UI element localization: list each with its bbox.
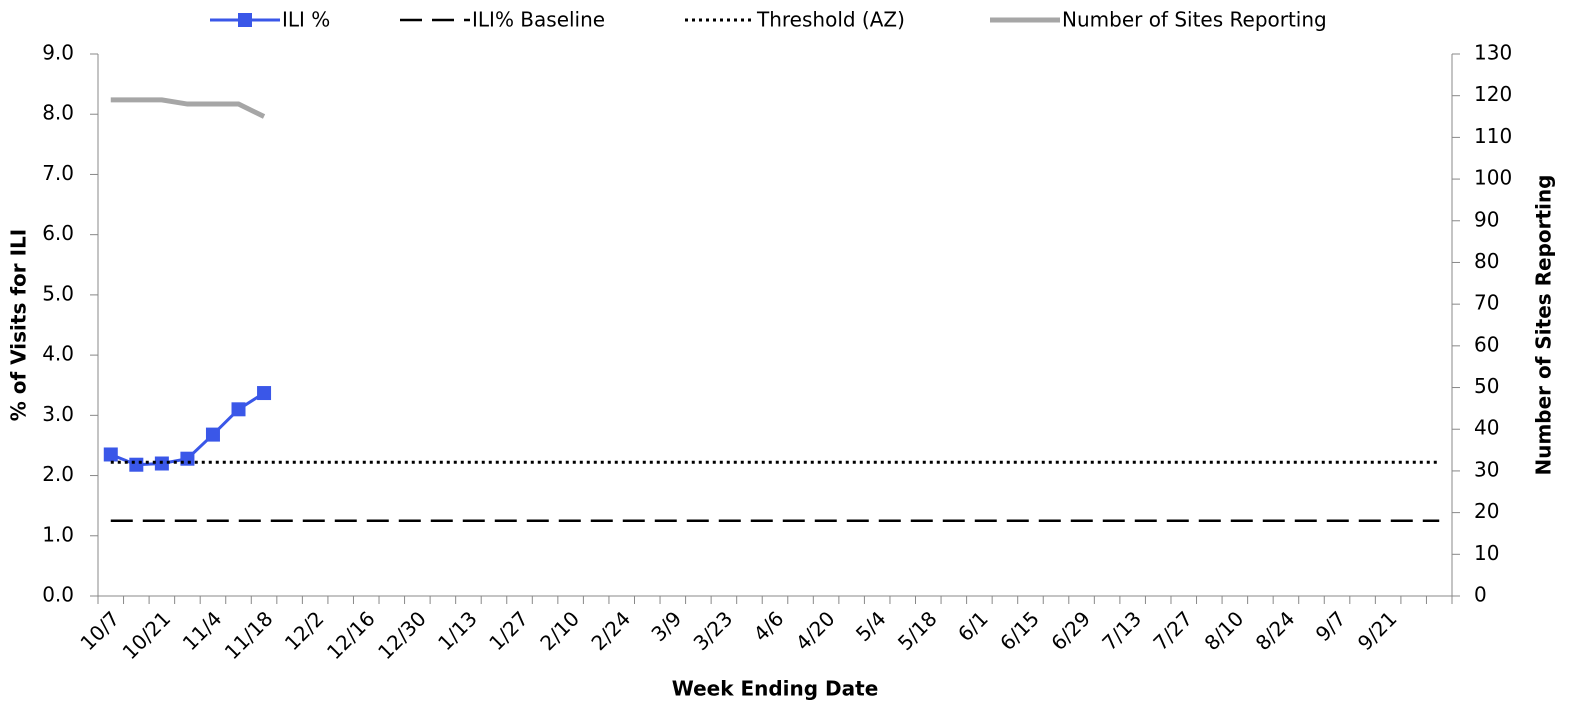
point-marker [180, 451, 195, 466]
y-tick-label: 8.0 [42, 101, 74, 125]
y-tick-label: 4.0 [42, 342, 74, 366]
point-marker [103, 447, 118, 462]
y2-tick-label: 0 [1474, 583, 1487, 607]
y2-tick-label: 20 [1474, 499, 1499, 523]
x-tick-label: 4/20 [791, 606, 840, 655]
x-tick-label: 9/7 [1311, 606, 1351, 646]
y2-tick-label: 10 [1474, 541, 1499, 565]
legend-label: Threshold (AZ) [756, 8, 905, 32]
legend-marker [238, 13, 252, 27]
y-tick-label: 7.0 [42, 161, 74, 185]
y2-tick-label: 90 [1474, 207, 1499, 231]
y-tick-label: 3.0 [42, 402, 74, 426]
point-marker [231, 402, 246, 417]
y-tick-label: 0.0 [42, 583, 74, 607]
x-tick-label: 2/10 [535, 606, 584, 655]
x-tick-label: 7/27 [1148, 606, 1197, 655]
x-tick-label: 7/13 [1097, 606, 1146, 655]
point-marker [205, 427, 220, 442]
x-tick-label: 8/10 [1200, 606, 1249, 655]
y2-tick-label: 130 [1474, 41, 1512, 65]
y2-tick-label: 110 [1474, 124, 1512, 148]
y2-tick-label: 60 [1474, 332, 1499, 356]
x-axis-label: Week Ending Date [672, 677, 879, 701]
y-tick-label: 2.0 [42, 462, 74, 486]
y2-tick-label: 50 [1474, 374, 1499, 398]
y-tick-label: 1.0 [42, 522, 74, 546]
x-tick-label: 6/1 [953, 606, 993, 646]
series-line [110, 97, 266, 119]
x-tick-label: 10/21 [118, 606, 176, 664]
y2-tick-label: 40 [1474, 416, 1499, 440]
x-tick-label: 9/21 [1353, 606, 1402, 655]
x-tick-label: 5/4 [851, 606, 891, 646]
x-tick-label: 11/18 [220, 606, 278, 664]
y-axis-label: % of Visits for ILI [7, 229, 31, 421]
y2-tick-label: 30 [1474, 457, 1499, 481]
x-tick-label: 5/18 [893, 606, 942, 655]
point-marker [257, 386, 272, 401]
x-tick-label: 1/27 [484, 606, 533, 655]
x-tick-label: 3/9 [647, 606, 687, 646]
x-tick-label: 6/15 [995, 606, 1044, 655]
x-tick-label: 8/24 [1251, 606, 1300, 655]
point-marker [129, 457, 144, 472]
y2-tick-label: 70 [1474, 291, 1499, 315]
x-tick-label: 6/29 [1046, 606, 1095, 655]
y2-axis-label: Number of Sites Reporting [1532, 174, 1556, 475]
x-tick-label: 12/30 [373, 606, 431, 664]
x-tick-label: 12/16 [322, 606, 380, 664]
y2-tick-label: 100 [1474, 166, 1512, 190]
y-tick-label: 6.0 [42, 221, 74, 245]
x-tick-label: 2/24 [586, 606, 635, 655]
legend-label: ILI% Baseline [472, 8, 605, 32]
legend-label: Number of Sites Reporting [1062, 8, 1327, 32]
y-tick-label: 5.0 [42, 281, 74, 305]
legend-label: ILI % [282, 8, 330, 32]
y2-tick-label: 80 [1474, 249, 1499, 273]
y2-tick-label: 120 [1474, 82, 1512, 106]
x-tick-label: 4/6 [749, 606, 789, 646]
x-tick-label: 1/13 [433, 606, 482, 655]
x-tick-label: 3/23 [689, 606, 738, 655]
y-tick-label: 9.0 [42, 41, 74, 65]
